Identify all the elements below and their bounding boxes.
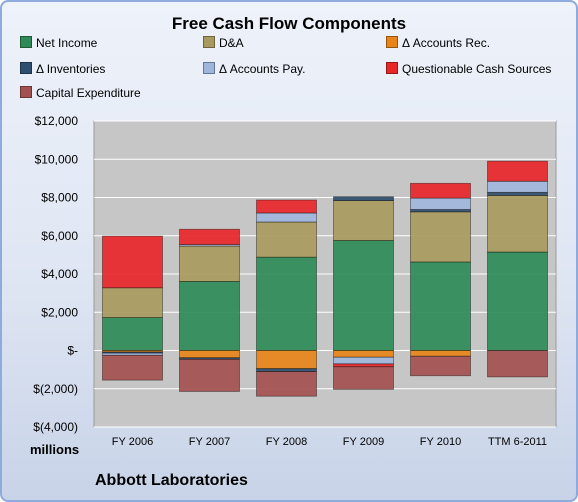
legend-item-capex: Capital Expenditure — [20, 86, 141, 100]
legend-label-questionable-cash: Questionable Cash Sources — [402, 62, 552, 76]
bar-segment — [102, 317, 163, 351]
y-tick-label: $4,000 — [41, 267, 78, 281]
bar-segment — [179, 281, 240, 351]
bar-segment — [102, 354, 163, 381]
legend-item-inventories: Δ Inventories — [20, 62, 105, 76]
x-tick-label: FY 2007 — [189, 436, 230, 448]
legend-swatch-da — [203, 36, 215, 48]
company-name: Abbott Laboratories — [95, 472, 248, 489]
legend-item-questionable-cash: Questionable Cash Sources — [386, 62, 551, 76]
legend-item-net-income: Net Income — [20, 36, 97, 50]
legend-swatch-capex — [20, 86, 32, 98]
x-tick-label: FY 2006 — [112, 436, 153, 448]
legend-item-da: D&A — [203, 36, 244, 50]
bar-segment — [179, 245, 240, 282]
bar-segment — [333, 196, 394, 201]
y-tick-label: $12,000 — [35, 114, 79, 128]
y-tick-label: $- — [67, 344, 78, 358]
y-tick-label: $(2,000) — [33, 382, 78, 396]
legend: Net Income D&A Δ Accounts Rec. Δ Invento… — [20, 36, 570, 106]
x-tick-label: FY 2010 — [420, 436, 461, 448]
bar-segment — [102, 235, 163, 289]
bars — [102, 160, 548, 397]
bar-segment — [333, 366, 394, 390]
legend-label-inventories: Δ Inventories — [36, 62, 106, 76]
bar-segment — [487, 180, 548, 193]
bar-segment — [102, 287, 163, 319]
bar-segment — [256, 371, 317, 397]
legend-item-accounts-rec: Δ Accounts Rec. — [386, 36, 490, 50]
bar-segment — [179, 228, 240, 245]
legend-swatch-accounts-rec — [386, 36, 398, 48]
y-tick-label: $6,000 — [41, 229, 78, 243]
legend-item-accounts-pay: Δ Accounts Pay. — [203, 62, 306, 76]
bar-segment — [333, 200, 394, 241]
bar-segment — [487, 194, 548, 253]
y-tick-label: $8,000 — [41, 191, 78, 205]
x-tick-label: FY 2009 — [343, 436, 384, 448]
units-label: millions — [30, 442, 80, 457]
bar-segment — [333, 350, 394, 358]
y-tick-label: $10,000 — [35, 152, 79, 166]
bar-segment — [487, 251, 548, 351]
bar-segment — [410, 261, 471, 351]
chart-title: Free Cash Flow Components — [171, 14, 407, 33]
y-tick-label: $(4,000) — [33, 420, 78, 434]
legend-label-net-income: Net Income — [36, 36, 98, 50]
legend-label-accounts-rec: Δ Accounts Rec. — [402, 36, 491, 50]
bar-segment — [333, 240, 394, 351]
legend-swatch-net-income — [20, 36, 32, 48]
bar-segment — [256, 350, 317, 370]
x-tick-label: TTM 6-2011 — [488, 436, 547, 448]
bar-segment — [487, 160, 548, 182]
legend-label-da: D&A — [219, 36, 244, 50]
bar-segment — [410, 350, 471, 357]
bar-segment — [333, 363, 394, 368]
bar-segment — [487, 350, 548, 378]
bar-segment — [179, 358, 240, 392]
bar-segment — [256, 212, 317, 223]
legend-label-capex: Capital Expenditure — [36, 86, 141, 100]
legend-swatch-inventories — [20, 62, 32, 74]
legend-swatch-accounts-pay — [203, 62, 215, 74]
bar-segment — [179, 350, 240, 359]
bar-segment — [410, 355, 471, 377]
bar-segment — [333, 356, 394, 365]
bar-segment — [256, 221, 317, 258]
legend-swatch-questionable-cash — [386, 62, 398, 74]
x-axis: FY 2006 FY 2007 FY 2008 FY 2009 FY 2010 TTM 6… — [112, 436, 547, 448]
bar-segment — [410, 182, 471, 199]
bar-segment — [256, 199, 317, 214]
bar-segment — [256, 368, 317, 372]
legend-label-accounts-pay: Δ Accounts Pay. — [219, 62, 306, 76]
y-tick-label: $2,000 — [41, 305, 78, 319]
y-axis: $12,000 $10,000 $8,000 $6,000 $4,000 $2,000 $-… — [33, 114, 78, 434]
bar-segment — [410, 197, 471, 210]
x-tick-label: FY 2008 — [266, 436, 307, 448]
bar-segment — [487, 191, 548, 196]
bar-segment — [410, 211, 471, 263]
gridlines — [94, 120, 556, 428]
bar-segment — [256, 256, 317, 351]
